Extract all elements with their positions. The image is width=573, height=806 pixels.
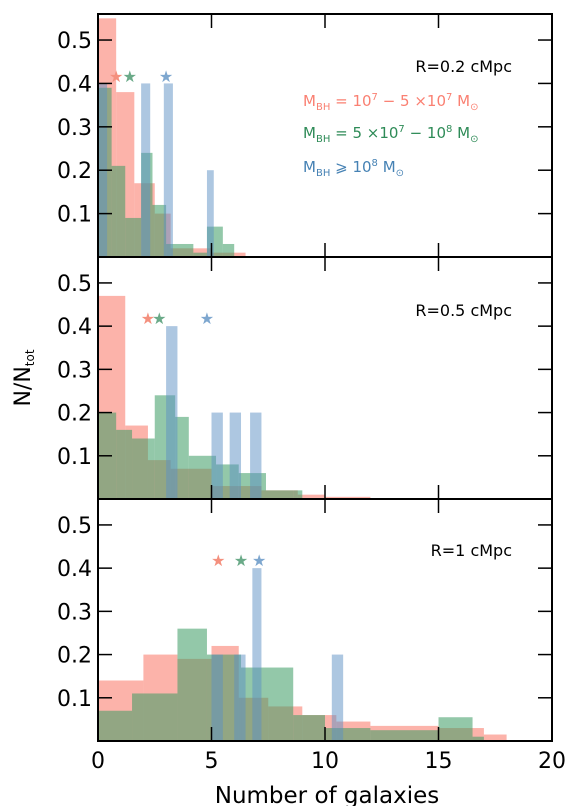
hist-bar-series-2 xyxy=(175,416,189,499)
hist-bar-series-2 xyxy=(132,693,178,741)
hist-bar-series-2 xyxy=(132,438,155,499)
hist-bar-series-2 xyxy=(152,204,167,257)
hist-bar-series-3 xyxy=(229,412,242,499)
mean-star-marker: ★ xyxy=(141,309,155,328)
hist-bar-series-1 xyxy=(297,494,325,499)
hist-bar-series-2 xyxy=(472,736,484,741)
legend-text-part: M xyxy=(452,92,470,110)
hist-bar-series-3 xyxy=(206,170,214,257)
hist-bar-series-2 xyxy=(241,667,294,741)
y-tick-label: 0.2 xyxy=(57,402,92,427)
mean-star-marker: ★ xyxy=(159,67,173,86)
x-tick-label: 20 xyxy=(538,749,566,774)
y-axis-label-main: N/N xyxy=(11,366,36,406)
panel-2: 0.10.20.30.40.5R=0.5 cMpc★★ ★ xyxy=(57,256,553,500)
mean-star-marker: ★ xyxy=(211,551,225,570)
y-tick-label: 0.3 xyxy=(57,116,92,141)
legend-text-part: 7 xyxy=(372,92,378,103)
y-tick-label: 0.3 xyxy=(57,600,92,625)
x-tick-label: 10 xyxy=(311,749,339,774)
legend-text-part: BH xyxy=(316,134,330,145)
legend-text-part: BH xyxy=(316,168,330,179)
panel-title: R=1 cMpc xyxy=(431,541,512,560)
hist-bar-series-2 xyxy=(98,710,133,741)
hist-bar-series-2 xyxy=(265,490,294,499)
legend-text-part: − 10 xyxy=(405,124,446,142)
legend-text-part: 8 xyxy=(372,158,378,169)
hist-bar-series-2 xyxy=(177,628,207,741)
y-tick-label: 0.3 xyxy=(57,358,92,383)
legend-text-part: M xyxy=(378,158,396,176)
legend-text-part: − 5 ×10 xyxy=(378,92,446,110)
legend-entry-3: MBH ⩾ 108 M⊙ xyxy=(303,158,404,179)
mean-star-marker: ★ xyxy=(109,67,123,86)
y-tick-label: 0.1 xyxy=(57,445,92,470)
mean-star-marker: ★ xyxy=(200,309,214,328)
hist-bar-series-3 xyxy=(211,412,223,499)
legend-text-part: ⊙ xyxy=(396,168,404,179)
y-tick-label: 0.2 xyxy=(57,644,92,669)
y-axis-label-sub: tot xyxy=(23,349,37,366)
hist-bar-series-2 xyxy=(222,243,235,257)
y-tick-label: 0.4 xyxy=(57,72,92,97)
legend-text-part: M xyxy=(452,124,470,142)
y-axis-label: N/Ntot xyxy=(11,349,37,406)
y-tick-label: 0.5 xyxy=(57,272,92,297)
y-tick-label: 0.5 xyxy=(57,29,92,54)
x-tick-label: 5 xyxy=(205,749,219,774)
hist-bar-series-3 xyxy=(250,412,262,499)
y-tick-label: 0.4 xyxy=(57,557,92,582)
hist-bar-series-2 xyxy=(193,252,207,257)
hist-bar-series-2 xyxy=(293,715,325,741)
legend-text-part: = 10 xyxy=(330,92,371,110)
hist-bar-series-1 xyxy=(483,734,507,741)
panel-title: R=0.2 cMpc xyxy=(415,57,512,76)
hist-bar-series-2 xyxy=(125,217,142,257)
hist-bar-series-2 xyxy=(111,165,126,257)
y-tick-label: 0.2 xyxy=(57,159,92,184)
legend-entry-2: MBH = 5 ×107 − 108 M⊙ xyxy=(303,124,478,145)
y-tick-label: 0.1 xyxy=(57,687,92,712)
hist-bar-series-3 xyxy=(234,654,246,741)
y-tick-label: 0.4 xyxy=(57,315,92,340)
hist-bar-series-3 xyxy=(163,83,173,257)
panel-1: 0.10.20.30.40.5R=0.2 cMpc★ ★ ★ xyxy=(57,13,553,258)
legend-text-part: ⩾ 10 xyxy=(330,158,371,176)
legend-text-part: BH xyxy=(316,102,330,113)
legend-text-part: 8 xyxy=(446,124,452,135)
y-tick-label: 0.5 xyxy=(57,514,92,539)
x-axis-label: Number of galaxies xyxy=(215,783,440,806)
legend-text-part: ⊙ xyxy=(470,134,478,145)
hist-bar-series-3 xyxy=(331,654,344,741)
legend-entry-1: MBH = 107 − 5 ×107 M⊙ xyxy=(303,92,478,113)
mean-star-marker: ★ xyxy=(234,551,248,570)
panel-title: R=0.5 cMpc xyxy=(415,301,512,320)
mean-star-marker: ★ xyxy=(152,309,166,328)
legend-text-part: M xyxy=(303,124,316,142)
x-tick-label: 15 xyxy=(425,749,453,774)
hist-bar-series-2 xyxy=(293,490,303,499)
hist-bar-series-2 xyxy=(438,717,473,741)
mean-star-marker: ★ xyxy=(252,551,266,570)
hist-bar-series-2 xyxy=(370,730,439,741)
hist-bar-series-2 xyxy=(116,429,133,499)
panel-3: 0.10.20.30.40.5R=1 cMpc★ ★ ★ xyxy=(57,498,553,742)
legend-text-part: M xyxy=(303,92,316,110)
hist-bar-series-3 xyxy=(166,326,178,499)
hist-bar-series-3 xyxy=(211,654,223,741)
legend-text-part: M xyxy=(303,158,316,176)
y-tick-label: 0.1 xyxy=(57,203,92,228)
legend-text-part: = 5 ×10 xyxy=(330,124,398,142)
hist-bar-series-1 xyxy=(325,496,371,499)
hist-bar-series-3 xyxy=(252,568,262,741)
mean-star-marker: ★ xyxy=(123,67,137,86)
legend-text-part: ⊙ xyxy=(470,102,478,113)
hist-bar-series-3 xyxy=(141,83,151,257)
panels: 0.10.20.30.40.5R=0.2 cMpc★ ★ ★0.10.20.30.4… xyxy=(57,13,553,742)
legend-text-part: 7 xyxy=(398,124,404,135)
x-tick-label: 0 xyxy=(91,749,105,774)
legend-text-part: 7 xyxy=(446,92,452,103)
